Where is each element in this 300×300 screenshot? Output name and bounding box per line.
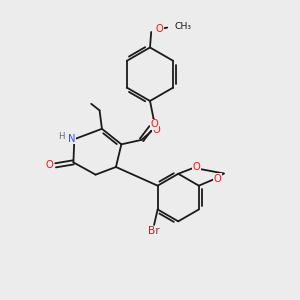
Text: O: O [46,160,53,170]
Text: CH₃: CH₃ [174,22,191,31]
Text: N: N [68,134,75,144]
Text: O: O [153,125,160,135]
Text: H: H [58,132,65,141]
Text: O: O [151,119,158,129]
Text: O: O [193,162,200,172]
Text: O: O [156,24,164,34]
Text: O: O [213,174,221,184]
Text: Br: Br [148,226,159,236]
